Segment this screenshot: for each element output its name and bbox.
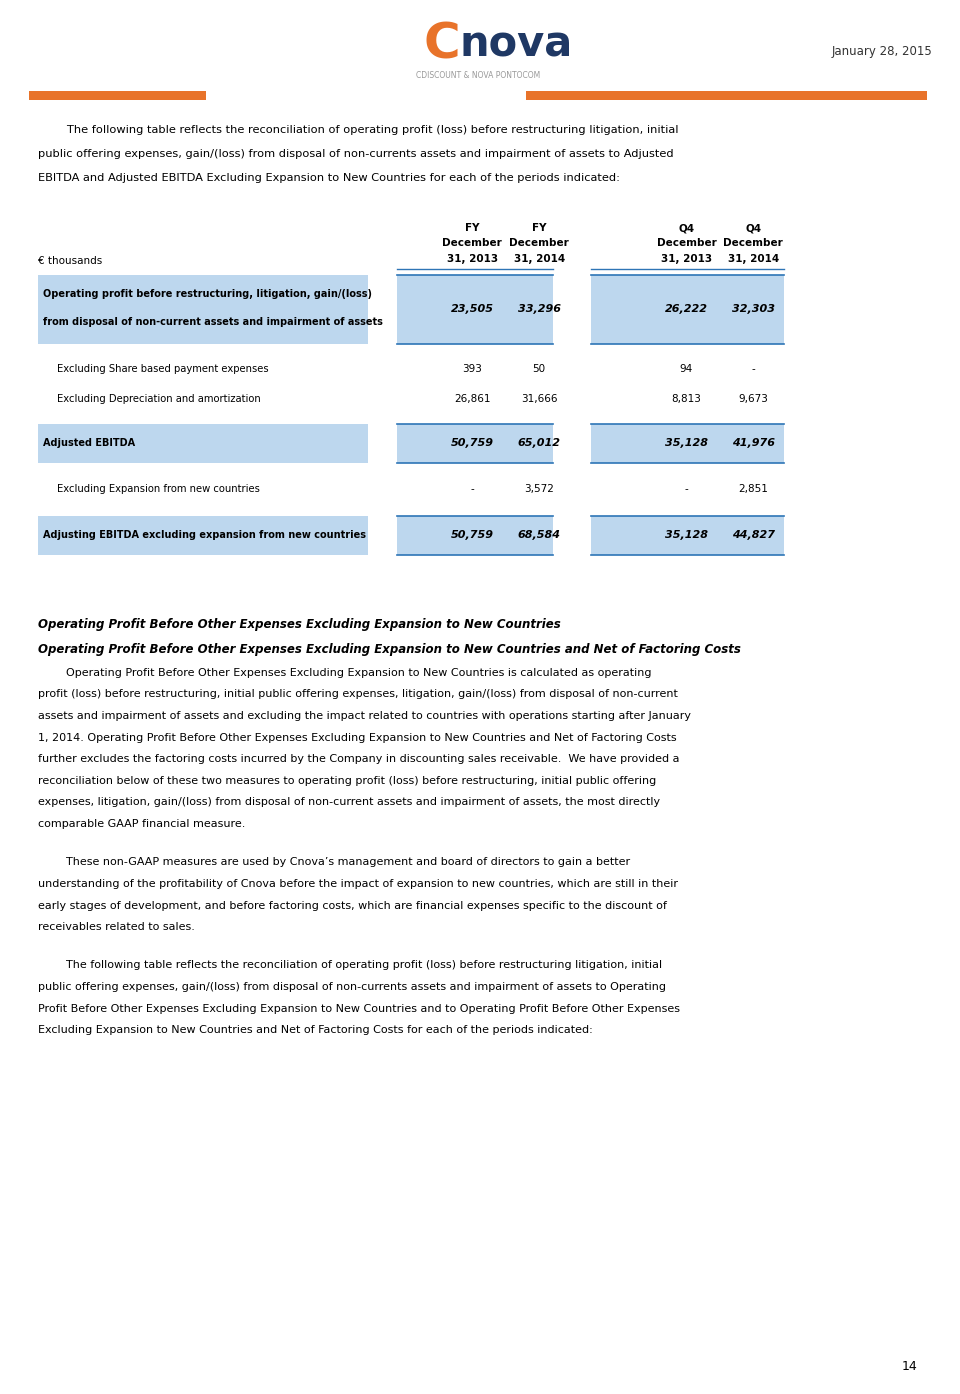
Bar (38, 275, 368, 344)
Text: Operating Profit Before Other Expenses Excluding Expansion to New Countries is c: Operating Profit Before Other Expenses E… (38, 668, 652, 677)
Text: EBITDA and Adjusted EBITDA Excluding Expansion to New Countries for each of the : EBITDA and Adjusted EBITDA Excluding Exp… (38, 173, 620, 183)
Text: -: - (752, 364, 756, 375)
Text: Operating profit before restructuring, litigation, gain/(loss): Operating profit before restructuring, l… (43, 289, 372, 300)
Text: January 28, 2015: January 28, 2015 (831, 45, 932, 59)
Text: 23,505: 23,505 (451, 304, 493, 315)
Text: FY: FY (532, 223, 546, 233)
Text: expenses, litigation, gain/(loss) from disposal of non-current assets and impair: expenses, litigation, gain/(loss) from d… (38, 797, 660, 807)
Text: 8,813: 8,813 (671, 393, 702, 404)
Text: early stages of development, and before factoring costs, which are financial exp: early stages of development, and before … (38, 901, 667, 910)
Bar (29, 91, 205, 100)
Text: 50: 50 (533, 364, 545, 375)
Text: 26,222: 26,222 (665, 304, 708, 315)
Text: comparable GAAP financial measure.: comparable GAAP financial measure. (38, 820, 246, 829)
Text: Operating Profit Before Other Expenses Excluding Expansion to New Countries: Operating Profit Before Other Expenses E… (38, 618, 561, 630)
Text: Excluding Share based payment expenses: Excluding Share based payment expenses (58, 364, 269, 375)
Text: Q4: Q4 (679, 223, 694, 233)
Text: 1, 2014. Operating Profit Before Other Expenses Excluding Expansion to New Count: 1, 2014. Operating Profit Before Other E… (38, 733, 677, 743)
Text: C: C (423, 21, 460, 68)
Text: Operating Profit Before Other Expenses Excluding Expansion to New Countries and : Operating Profit Before Other Expenses E… (38, 643, 741, 655)
Text: December: December (657, 238, 716, 248)
Text: 94: 94 (680, 364, 693, 375)
Bar (396, 275, 553, 344)
Bar (590, 424, 784, 463)
Text: 393: 393 (463, 364, 482, 375)
Text: 2,851: 2,851 (738, 484, 768, 495)
Text: 65,012: 65,012 (517, 438, 561, 449)
Text: Adjusting EBITDA excluding expansion from new countries: Adjusting EBITDA excluding expansion fro… (43, 530, 366, 541)
Text: 41,976: 41,976 (732, 438, 775, 449)
Bar (38, 516, 368, 555)
Text: 9,673: 9,673 (738, 393, 768, 404)
Text: December: December (443, 238, 502, 248)
Text: public offering expenses, gain/(loss) from disposal of non-currents assets and i: public offering expenses, gain/(loss) fr… (38, 149, 674, 159)
Text: 31, 2014: 31, 2014 (514, 254, 564, 263)
Bar (526, 91, 927, 100)
Text: These non-GAAP measures are used by Cnova’s management and board of directors to: These non-GAAP measures are used by Cnov… (38, 857, 631, 867)
Text: receivables related to sales.: receivables related to sales. (38, 923, 195, 933)
Text: Excluding Expansion to New Countries and Net of Factoring Costs for each of the : Excluding Expansion to New Countries and… (38, 1026, 593, 1036)
Text: -: - (470, 484, 474, 495)
Text: 31,666: 31,666 (521, 393, 558, 404)
Text: 14: 14 (902, 1361, 918, 1373)
Bar (38, 424, 368, 463)
Text: nova: nova (460, 24, 573, 66)
Bar (590, 275, 784, 344)
Text: 35,128: 35,128 (665, 438, 708, 449)
Bar (396, 516, 553, 555)
Text: The following table reflects the reconciliation of operating profit (loss) befor: The following table reflects the reconci… (38, 960, 662, 970)
Text: Excluding Depreciation and amortization: Excluding Depreciation and amortization (58, 393, 261, 404)
Text: December: December (724, 238, 783, 248)
Text: FY: FY (465, 223, 479, 233)
Text: Excluding Expansion from new countries: Excluding Expansion from new countries (58, 484, 260, 495)
Bar (396, 424, 553, 463)
Text: 31, 2013: 31, 2013 (446, 254, 498, 263)
Text: from disposal of non-current assets and impairment of assets: from disposal of non-current assets and … (43, 316, 383, 328)
Text: -: - (684, 484, 688, 495)
Text: assets and impairment of assets and excluding the impact related to countries wi: assets and impairment of assets and excl… (38, 711, 691, 721)
Text: further excludes the factoring costs incurred by the Company in discounting sale: further excludes the factoring costs inc… (38, 754, 680, 764)
Text: Adjusted EBITDA: Adjusted EBITDA (43, 438, 135, 449)
Text: € thousands: € thousands (38, 256, 103, 266)
Text: 32,303: 32,303 (732, 304, 775, 315)
Text: 35,128: 35,128 (665, 530, 708, 541)
Text: 26,861: 26,861 (454, 393, 491, 404)
Text: reconciliation below of these two measures to operating profit (loss) before res: reconciliation below of these two measur… (38, 776, 657, 786)
Text: 68,584: 68,584 (517, 530, 561, 541)
Text: understanding of the profitability of Cnova before the impact of expansion to ne: understanding of the profitability of Cn… (38, 880, 678, 889)
Text: 44,827: 44,827 (732, 530, 775, 541)
Text: public offering expenses, gain/(loss) from disposal of non-currents assets and i: public offering expenses, gain/(loss) fr… (38, 983, 666, 993)
Text: December: December (510, 238, 569, 248)
Text: 50,759: 50,759 (451, 438, 493, 449)
Text: Q4: Q4 (745, 223, 761, 233)
Text: 3,572: 3,572 (524, 484, 554, 495)
Text: CDISCOUNT & NOVA PONTOCOM: CDISCOUNT & NOVA PONTOCOM (416, 71, 540, 79)
Text: 50,759: 50,759 (451, 530, 493, 541)
Bar (590, 516, 784, 555)
Text: 33,296: 33,296 (517, 304, 561, 315)
Text: 31, 2013: 31, 2013 (660, 254, 712, 263)
Text: 31, 2014: 31, 2014 (728, 254, 779, 263)
Text: Profit Before Other Expenses Excluding Expansion to New Countries and to Operati: Profit Before Other Expenses Excluding E… (38, 1004, 681, 1013)
Text: The following table reflects the reconciliation of operating profit (loss) befor: The following table reflects the reconci… (38, 125, 679, 135)
Text: profit (loss) before restructuring, initial public offering expenses, litigation: profit (loss) before restructuring, init… (38, 690, 678, 700)
